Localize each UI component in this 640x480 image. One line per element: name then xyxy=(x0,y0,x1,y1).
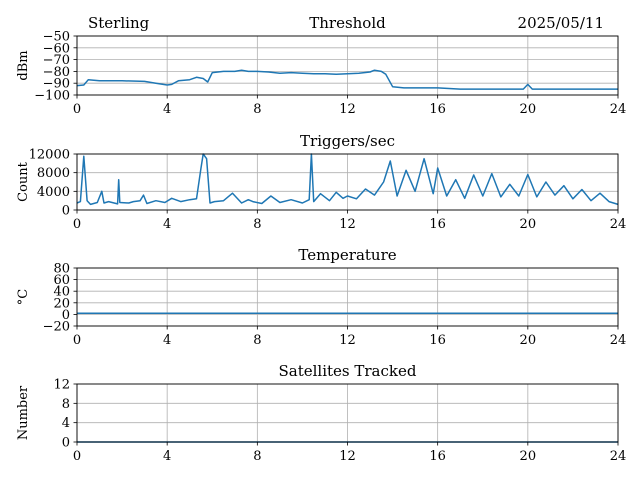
panel2-x-tick-label: 4 xyxy=(163,217,171,232)
panel3-x-tick-label: 4 xyxy=(163,333,171,348)
panel1-x-tick-label: 8 xyxy=(253,102,261,117)
station-name: Sterling xyxy=(88,14,150,32)
panel3-x-tick-label: 16 xyxy=(429,333,446,348)
panel4-x-tick-label: 8 xyxy=(253,449,261,464)
panel1-y-tick-label: −90 xyxy=(43,77,70,92)
panel4-y-axis-label: Number xyxy=(16,385,31,440)
panel4-x-tick-label: 0 xyxy=(73,449,81,464)
panel2-y-tick-label: 12000 xyxy=(29,148,70,163)
panel1-y-tick-label: −70 xyxy=(43,53,70,68)
panel1-x-tick-label: 12 xyxy=(339,102,356,117)
panel2-x-tick-label: 24 xyxy=(610,217,627,232)
panel3-y-axis-label: °C xyxy=(16,289,31,306)
panel4-y-tick-label: 0 xyxy=(62,436,70,451)
panel3-y-tick-label: 40 xyxy=(53,285,70,300)
panel1-x-tick-label: 4 xyxy=(163,102,171,117)
panel3-x-tick-label: 8 xyxy=(253,333,261,348)
panel1-x-tick-label: 24 xyxy=(610,102,627,117)
panel2-y-axis-label: Count xyxy=(16,161,31,202)
panel1-series-line xyxy=(76,69,618,90)
panel4-title: Satellites Tracked xyxy=(279,362,417,380)
panel3-x-tick-label: 20 xyxy=(520,333,537,348)
panel2-series-line xyxy=(76,153,619,206)
panel3-y-tick-label: 20 xyxy=(53,296,70,311)
panel2-y-tick-label: 8000 xyxy=(37,166,70,181)
panel2-x-tick-label: 0 xyxy=(73,217,81,232)
panel3-y-tick-label: −20 xyxy=(43,320,70,335)
panel2-y-tick-label: 0 xyxy=(62,204,70,219)
panel1-y-tick-label: −80 xyxy=(43,65,70,80)
panel4-y-tick-label: 4 xyxy=(62,416,70,431)
panel3-title: Temperature xyxy=(298,246,396,264)
panel2-x-tick-label: 8 xyxy=(253,217,261,232)
panel1-x-tick-label: 20 xyxy=(520,102,537,117)
panel1-x-tick-label: 0 xyxy=(73,102,81,117)
panel3-y-tick-label: 60 xyxy=(53,273,70,288)
panel1-y-tick-label: −60 xyxy=(43,41,70,56)
panel2-title: Triggers/sec xyxy=(300,132,395,150)
panel1-x-tick-label: 16 xyxy=(429,102,446,117)
panel3-y-tick-label: 80 xyxy=(53,262,70,277)
panel2-x-tick-label: 12 xyxy=(339,217,356,232)
panel2-y-tick-label: 4000 xyxy=(37,185,70,200)
panel3-y-tick-label: 0 xyxy=(62,308,70,323)
panel2-x-tick-label: 16 xyxy=(429,217,446,232)
panel3-x-tick-label: 0 xyxy=(73,333,81,348)
panel4-x-tick-label: 24 xyxy=(610,449,627,464)
report-date: 2025/05/11 xyxy=(518,14,604,32)
panel4-x-tick-label: 20 xyxy=(520,449,537,464)
panel3-x-tick-label: 12 xyxy=(339,333,356,348)
panel1-y-tick-label: −100 xyxy=(34,89,70,104)
panel1-title: Threshold xyxy=(309,14,386,32)
panel3-x-tick-label: 24 xyxy=(610,333,627,348)
panel4-y-tick-label: 12 xyxy=(53,378,70,393)
panel4-x-tick-label: 4 xyxy=(163,449,171,464)
panel4-x-tick-label: 16 xyxy=(429,449,446,464)
panel4-x-tick-label: 12 xyxy=(339,449,356,464)
panel1-y-tick-label: −50 xyxy=(43,30,70,45)
panel2-x-tick-label: 20 xyxy=(520,217,537,232)
panel1-y-axis-label: dBm xyxy=(16,50,31,80)
panel4-y-tick-label: 8 xyxy=(62,397,70,412)
